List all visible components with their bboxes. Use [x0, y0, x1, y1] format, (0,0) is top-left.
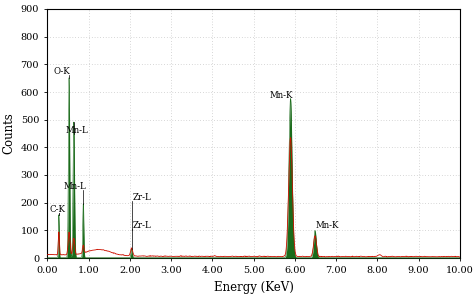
- Text: Mn-K: Mn-K: [316, 220, 339, 230]
- Text: Mn-L: Mn-L: [65, 126, 88, 135]
- Text: Mn-K: Mn-K: [270, 91, 293, 100]
- Text: Zr-L: Zr-L: [133, 193, 152, 202]
- Y-axis label: Counts: Counts: [2, 112, 15, 154]
- Text: Mn-L: Mn-L: [64, 182, 87, 191]
- Text: O-K: O-K: [54, 67, 70, 76]
- Text: Zr-L: Zr-L: [133, 221, 152, 230]
- Text: C-K: C-K: [49, 205, 65, 214]
- X-axis label: Energy (KeV): Energy (KeV): [214, 281, 293, 294]
